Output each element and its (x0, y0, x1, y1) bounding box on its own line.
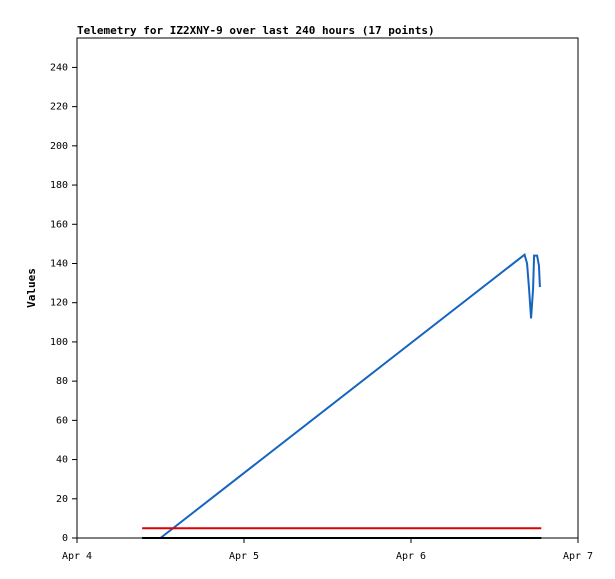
y-tick-label: 80 (56, 376, 68, 387)
y-tick-label: 160 (50, 219, 68, 230)
y-tick-label: 240 (50, 62, 68, 73)
y-tick-label: 120 (50, 298, 68, 309)
y-tick-label: 40 (56, 455, 68, 466)
y-tick-label: 180 (50, 180, 68, 191)
chart-title: Telemetry for IZ2XNY-9 over last 240 hou… (77, 24, 435, 37)
y-tick-label: 140 (50, 258, 68, 269)
plot-frame (76, 37, 579, 539)
x-tick-label: Apr 5 (229, 551, 259, 562)
y-tick-label: 100 (50, 337, 68, 348)
x-tick-label: Apr 4 (62, 551, 92, 562)
x-tick-label: Apr 7 (563, 551, 593, 562)
y-tick-label: 200 (50, 141, 68, 152)
y-tick-label: 20 (56, 494, 68, 505)
y-tick-label: 60 (56, 415, 68, 426)
y-tick-label: 0 (62, 533, 68, 544)
y-tick-label: 220 (50, 102, 68, 113)
x-tick-label: Apr 6 (396, 551, 426, 562)
data-line (159, 252, 541, 539)
y-axis-label: Values (25, 268, 38, 308)
